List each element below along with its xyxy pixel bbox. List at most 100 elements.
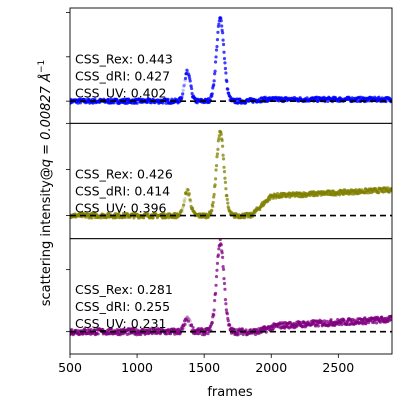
data-point (219, 243, 223, 247)
data-point (181, 327, 185, 331)
data-point (151, 216, 155, 220)
data-point (226, 201, 230, 205)
annotation-3: CSS_UV: 0.402 (75, 85, 167, 100)
data-point (390, 314, 392, 318)
data-point (188, 79, 192, 83)
data-point (180, 96, 184, 100)
data-point (224, 302, 228, 306)
data-point (367, 321, 371, 325)
annotation-2: CSS_dRI: 0.427 (75, 68, 170, 83)
data-point (186, 319, 190, 323)
y-axis-label-sup: −1 (37, 60, 47, 73)
data-point (258, 207, 262, 212)
data-point (117, 211, 121, 216)
data-point (222, 276, 226, 281)
data-point (164, 101, 168, 105)
data-point (225, 79, 229, 84)
data-point (222, 170, 227, 174)
data-point (226, 87, 230, 91)
annotation-2: CSS_dRI: 0.414 (75, 184, 170, 199)
data-point (232, 327, 236, 331)
annotation-1: CSS_Rex: 0.281 (75, 282, 173, 297)
data-point (220, 28, 224, 32)
data-point (221, 267, 226, 271)
data-point (228, 323, 232, 327)
data-point (221, 265, 225, 269)
data-point (320, 319, 324, 323)
data-point (340, 323, 344, 327)
data-point (325, 319, 329, 323)
x-tick-label: 1000 (121, 360, 153, 375)
data-point (217, 136, 221, 141)
data-point (223, 61, 227, 65)
data-point (301, 324, 305, 329)
data-point (89, 327, 93, 332)
data-point (214, 164, 219, 168)
data-point (212, 192, 216, 197)
data-point (189, 84, 193, 88)
data-point (90, 216, 94, 220)
data-point (213, 291, 218, 295)
data-point (187, 192, 191, 196)
panel-2: CSS_Rex: 0.426 CSS_dRI: 0.414 CSS_UV: 0.39… (66, 122, 393, 240)
data-point (211, 204, 215, 208)
data-point (212, 308, 216, 312)
data-point (213, 298, 217, 303)
data-point (181, 206, 185, 210)
data-point (134, 327, 138, 331)
data-point (180, 208, 184, 212)
data-point (214, 283, 218, 287)
data-point (142, 216, 146, 220)
data-point (210, 321, 214, 325)
data-point (215, 38, 220, 42)
y-axis-label: scattering intensity@q = 0.00827 Å−1 (37, 60, 54, 307)
data-point (216, 147, 220, 152)
x-axis: 500 1000 1500 2000 2500 (58, 354, 354, 375)
data-point (213, 177, 218, 181)
data-point (225, 312, 229, 316)
data-point (182, 83, 187, 87)
data-point (217, 22, 221, 26)
data-point (101, 327, 105, 332)
data-point (185, 315, 189, 319)
data-point (187, 317, 191, 321)
data-point (216, 30, 220, 34)
data-point (221, 255, 225, 259)
data-point (223, 287, 227, 291)
data-point (191, 325, 195, 330)
data-point (226, 319, 230, 323)
data-point (146, 212, 150, 216)
annotation-2: CSS_dRI: 0.255 (75, 299, 170, 314)
data-point (181, 92, 185, 96)
data-point (337, 193, 342, 197)
data-point (212, 79, 216, 83)
data-point (224, 71, 228, 75)
data-point (390, 187, 392, 191)
data-point (213, 69, 217, 73)
annotation-1: CSS_Rex: 0.426 (75, 167, 173, 182)
data-point (182, 84, 186, 88)
data-point (212, 313, 216, 317)
data-point (345, 322, 349, 326)
data-point (215, 44, 219, 49)
panel-3-points (70, 238, 392, 337)
data-point (182, 203, 186, 207)
data-point (216, 253, 220, 257)
data-point (112, 101, 116, 105)
data-point (219, 16, 223, 20)
x-tick-label: 1500 (188, 360, 220, 375)
data-point (212, 195, 216, 199)
data-point (342, 319, 346, 323)
data-point (222, 56, 227, 61)
data-point (375, 321, 379, 325)
data-point (166, 97, 170, 101)
data-point (190, 91, 194, 96)
panel-2-points (70, 129, 392, 220)
data-point (355, 99, 359, 104)
data-point (168, 332, 173, 336)
data-point (221, 157, 226, 161)
data-point (222, 281, 227, 286)
data-point (376, 191, 381, 195)
data-point (219, 132, 223, 136)
data-point (217, 247, 221, 251)
